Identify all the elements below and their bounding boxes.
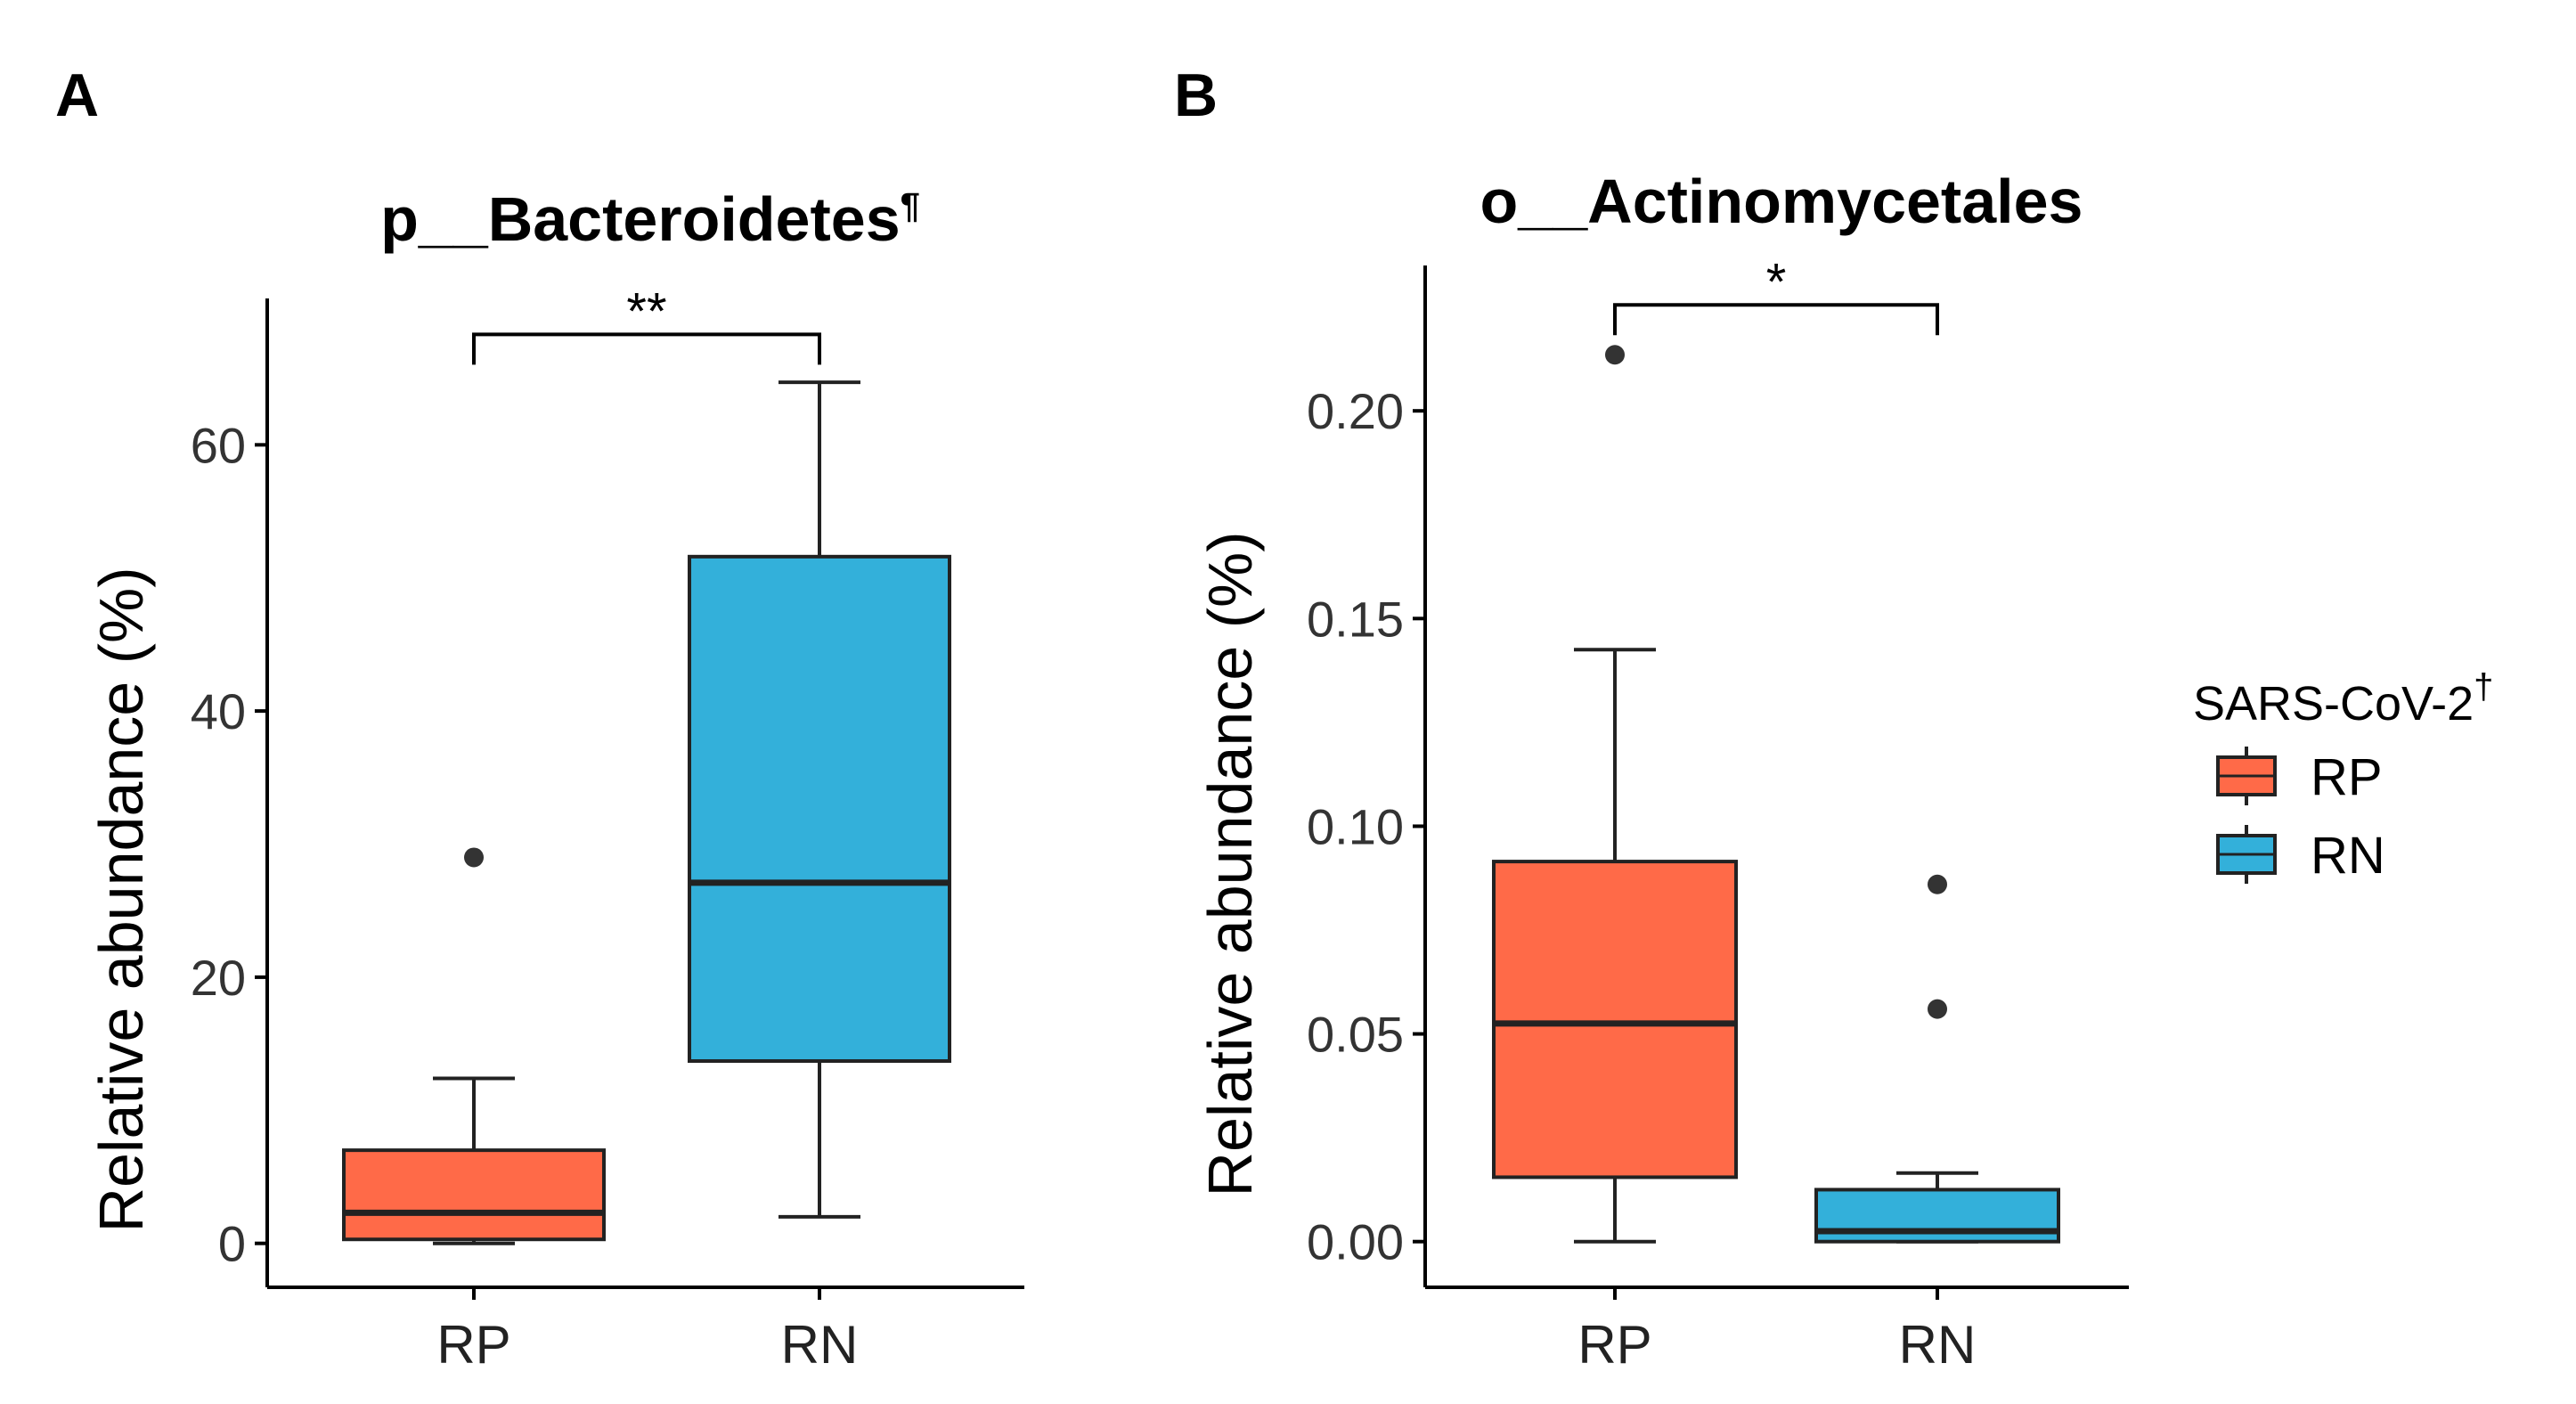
panel-a-x-tick-label-rn: RN [781, 1315, 859, 1375]
panel-b-y-tick-label: 0.05 [1307, 1007, 1404, 1063]
panel-b-rp-outlier [1605, 345, 1625, 365]
panel-a-rp-outlier [464, 847, 484, 868]
panel-a-significance-bracket [472, 332, 821, 365]
panel-b-significance-label: * [1766, 253, 1787, 311]
panel-b-y-tick-label: 0.00 [1307, 1214, 1404, 1270]
panel-a-rp-box [342, 1148, 606, 1242]
panel-a-title: p__Bacteroidetes¶ [380, 184, 920, 254]
legend-item-rn: RN [2216, 825, 2385, 885]
panel-a-y-tick-label: 0 [218, 1216, 246, 1272]
panel-b-plot-area: 0.00 0.05 0.10 0.15 0.20 RP RN * [1307, 253, 2129, 1375]
panel-a-plot-area: 0 20 40 60 RP RN ** [191, 282, 1024, 1375]
legend-rn-label: RN [2311, 827, 2385, 885]
panel-b: B o__Actinomycetales Relative abundance … [1174, 61, 2129, 1375]
panel-b-rn-outlier [1928, 874, 1947, 894]
panel-b-rp-box [1492, 860, 1738, 1180]
legend: SARS-CoV-2† RP RN [2193, 667, 2493, 885]
panel-a-rn-box [688, 554, 951, 1064]
panel-a: A p__Bacteroidetes¶ Relative abundance (… [55, 61, 1024, 1375]
panel-b-y-tick-label: 0.10 [1307, 798, 1404, 854]
legend-item-rp: RP [2216, 747, 2383, 806]
panel-b-x-tick-label-rp: RP [1577, 1315, 1651, 1375]
panel-a-x-tick-label-rp: RP [436, 1315, 510, 1375]
panel-b-x-tick-label-rn: RN [1899, 1315, 1977, 1375]
panel-a-significance-label: ** [626, 282, 666, 340]
panel-b-y-axis-title: Relative abundance (%) [1195, 531, 1265, 1196]
panel-a-y-tick-label: 60 [191, 417, 246, 473]
panel-a-letter: A [55, 61, 99, 129]
legend-title: SARS-CoV-2† [2193, 667, 2493, 731]
panel-a-y-tick-label: 20 [191, 950, 246, 1006]
panel-b-y-tick-label: 0.15 [1307, 591, 1404, 647]
panel-b-significance-bracket [1613, 303, 1939, 336]
panel-a-y-axis-title: Relative abundance (%) [86, 567, 156, 1232]
legend-rp-label: RP [2311, 748, 2383, 806]
panel-a-y-tick-label: 40 [191, 683, 246, 739]
panel-b-title: o__Actinomycetales [1480, 167, 2083, 236]
panel-b-rn-outlier [1928, 999, 1947, 1019]
panel-b-y-tick-label: 0.20 [1307, 383, 1404, 439]
panel-b-letter: B [1174, 61, 1218, 129]
